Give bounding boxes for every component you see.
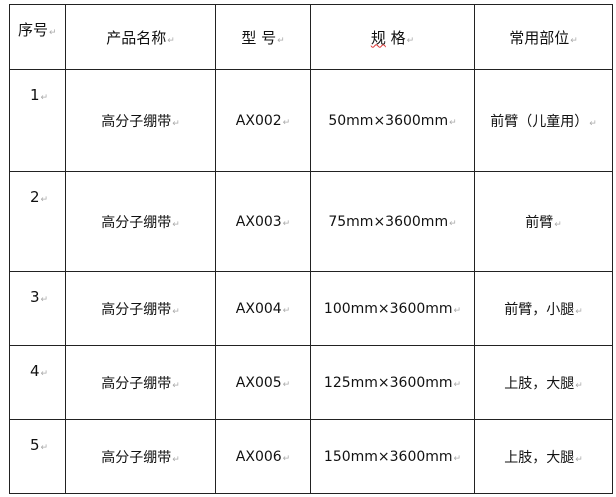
header-spec: 规 格 <box>310 4 475 70</box>
cell-model: AX002 <box>215 69 311 172</box>
cell-spec: 125mm×3600mm <box>310 345 475 420</box>
cell-no: 1 <box>9 69 66 172</box>
table-row: 2高分子绷带AX00375mm×3600mm前臂 <box>9 171 613 272</box>
cell-no: 5 <box>9 419 66 494</box>
cell-no: 2 <box>9 171 66 272</box>
product-table: 序号 产品名称 型 号 规 格 常用部位 1高分子绷带AX00250mm×360… <box>9 4 613 494</box>
cell-name: 高分子绷带 <box>65 271 216 346</box>
table-row: 4高分子绷带AX005125mm×3600mm上肢，大腿 <box>9 345 613 420</box>
table-row: 1高分子绷带AX00250mm×3600mm前臂（儿童用） <box>9 69 613 172</box>
cell-usage: 前臂（儿童用） <box>474 69 613 172</box>
cell-spec: 100mm×3600mm <box>310 271 475 346</box>
header-usage: 常用部位 <box>474 4 613 70</box>
table-row: 5高分子绷带AX006150mm×3600mm上肢，大腿 <box>9 419 613 494</box>
cell-name: 高分子绷带 <box>65 345 216 420</box>
cell-no: 3 <box>9 271 66 346</box>
header-row: 序号 产品名称 型 号 规 格 常用部位 <box>9 4 613 70</box>
cell-usage: 上肢，大腿 <box>474 419 613 494</box>
cell-usage: 前臂，小腿 <box>474 271 613 346</box>
cell-name: 高分子绷带 <box>65 419 216 494</box>
cell-model: AX005 <box>215 345 311 420</box>
cell-spec: 75mm×3600mm <box>310 171 475 272</box>
header-no: 序号 <box>9 4 66 70</box>
cell-name: 高分子绷带 <box>65 69 216 172</box>
header-name: 产品名称 <box>65 4 216 70</box>
cell-name: 高分子绷带 <box>65 171 216 272</box>
cell-no: 4 <box>9 345 66 420</box>
cell-spec: 50mm×3600mm <box>310 69 475 172</box>
cell-model: AX003 <box>215 171 311 272</box>
cell-model: AX006 <box>215 419 311 494</box>
header-model: 型 号 <box>215 4 311 70</box>
cell-spec: 150mm×3600mm <box>310 419 475 494</box>
cell-usage: 上肢，大腿 <box>474 345 613 420</box>
cell-usage: 前臂 <box>474 171 613 272</box>
table-row: 3高分子绷带AX004100mm×3600mm前臂，小腿 <box>9 271 613 346</box>
cell-model: AX004 <box>215 271 311 346</box>
